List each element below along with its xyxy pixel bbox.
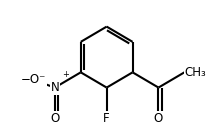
Text: −O⁻: −O⁻: [21, 73, 46, 86]
Text: O: O: [50, 112, 59, 125]
Text: N: N: [50, 81, 59, 94]
Text: CH₃: CH₃: [184, 66, 206, 79]
Text: F: F: [103, 112, 110, 125]
Text: O: O: [154, 112, 163, 125]
Text: +: +: [62, 70, 69, 79]
